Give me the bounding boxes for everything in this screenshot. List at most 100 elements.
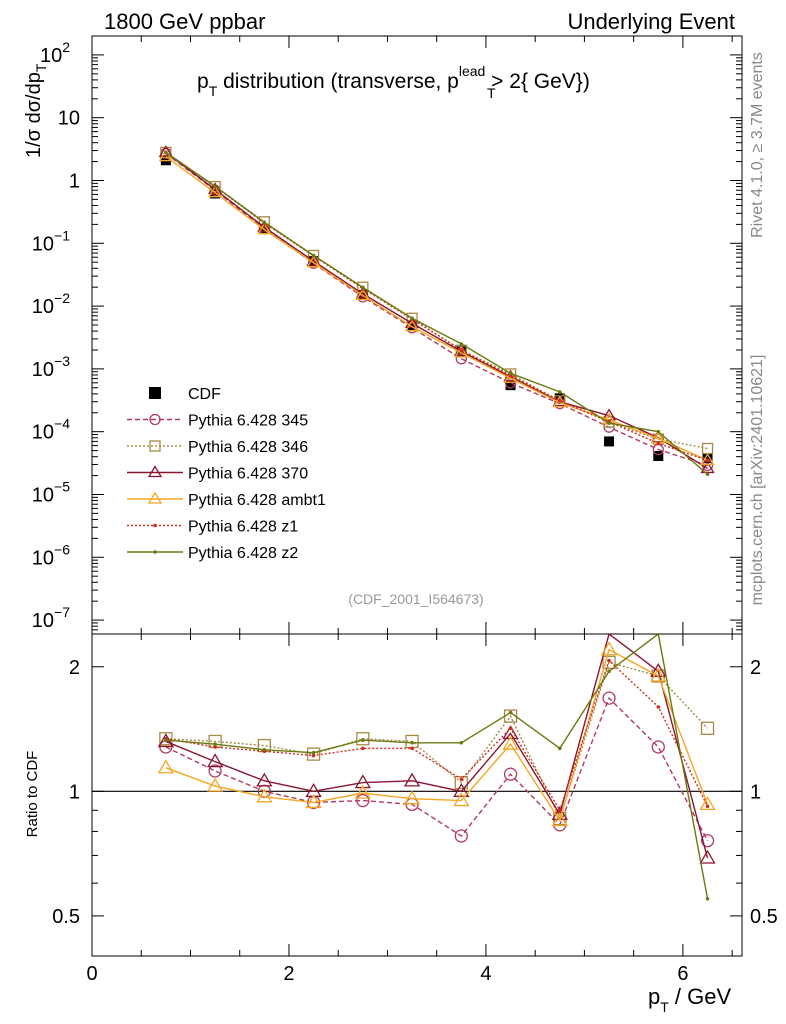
xlabel-rest: / GeV xyxy=(669,984,732,1009)
legend-entry: Pythia 6.428 z1 xyxy=(127,519,298,536)
legend-label: Pythia 6.428 346 xyxy=(188,439,308,456)
ratio-pythia-6.428-ambt1 xyxy=(157,641,716,827)
marker-dot xyxy=(164,738,168,742)
marker-dot xyxy=(656,441,661,446)
y-tick-label: 10−5 xyxy=(32,478,70,506)
marker-triangle xyxy=(207,185,223,198)
marker-dot xyxy=(153,523,157,528)
marker-triangle xyxy=(403,790,421,805)
analysis-id: (CDF_2001_I564673) xyxy=(348,591,483,607)
marker-dot xyxy=(607,421,611,425)
marker-triangle xyxy=(257,219,272,232)
marker-circle xyxy=(208,764,222,778)
marker-dot xyxy=(311,253,316,258)
y-tick-label-exp: −4 xyxy=(54,416,70,432)
marker-data xyxy=(653,450,664,461)
marker-dot xyxy=(459,342,464,346)
header-right: Underlying Event xyxy=(567,9,735,34)
title-sub1: T xyxy=(209,83,218,99)
marker-dot xyxy=(705,472,710,477)
marker-dot xyxy=(311,753,316,758)
ratio-y-tick-label-right: 0.5 xyxy=(750,906,778,928)
y-tick-label-base: 10 xyxy=(32,547,54,569)
marker-triangle xyxy=(699,796,716,811)
marker-triangle xyxy=(454,345,469,358)
ratio-y-tick-label-left: 2 xyxy=(69,657,80,679)
y-tick-label: 1 xyxy=(69,170,80,192)
marker-triangle xyxy=(650,667,667,682)
legend-label: Pythia 6.428 z2 xyxy=(188,545,298,562)
y-tick-label-base: 10 xyxy=(40,45,62,67)
marker-triangle xyxy=(147,465,163,478)
ratio-frame xyxy=(91,633,743,957)
marker-triangle xyxy=(600,641,618,656)
legend-label: Pythia 6.428 ambt1 xyxy=(188,492,326,509)
ratio-axes: 0.5 0.5 1 1 2 2 0 2 4 6 xyxy=(52,634,778,985)
legend-label: CDF xyxy=(188,386,221,403)
marker-triangle xyxy=(355,288,370,301)
marker-dot xyxy=(213,745,217,749)
y-tick-label-base: 10 xyxy=(32,233,54,255)
marker-circle xyxy=(503,767,518,781)
x-tick-label: 2 xyxy=(283,963,294,985)
marker-triangle xyxy=(306,255,321,268)
legend-label: Pythia 6.428 370 xyxy=(188,466,308,483)
marker-dot xyxy=(656,429,661,434)
marker-dot xyxy=(459,777,464,781)
series-pythia-6.428-346 xyxy=(160,146,714,455)
marker-triangle xyxy=(256,788,273,803)
marker-dot xyxy=(459,741,464,745)
mcplots-label: mcplots.cern.ch [arXiv:2401.10621] xyxy=(749,355,766,606)
main-ylabel: 1/σ dσ/dpT xyxy=(23,63,49,158)
marker-dot xyxy=(410,316,414,321)
marker-circle xyxy=(651,740,665,754)
legend-entry: Pythia 6.428 370 xyxy=(127,465,308,483)
ratio-ylabel: Ratio to CDF xyxy=(24,751,41,838)
legend-entry: Pythia 6.428 ambt1 xyxy=(127,491,326,509)
marker-triangle xyxy=(700,453,715,465)
legend-label: Pythia 6.428 345 xyxy=(188,413,308,430)
ratio-series xyxy=(157,632,716,901)
y-tick-label-base: 10 xyxy=(32,422,54,444)
marker-square xyxy=(159,732,173,746)
y-tick-label: 10−3 xyxy=(32,353,70,381)
y-tick-label-exp: −7 xyxy=(54,604,70,620)
marker-circle xyxy=(455,353,467,365)
xlabel-sub: T xyxy=(660,999,669,1015)
marker-square xyxy=(149,440,161,452)
title-mid: distribution (transverse, p xyxy=(217,70,459,93)
marker-triangle xyxy=(699,849,716,864)
series-line xyxy=(165,151,708,475)
legend-entry: Pythia 6.428 z2 xyxy=(127,545,298,562)
ratio-pythia-6.428-346 xyxy=(159,655,715,826)
series-pythia-6.428-z2 xyxy=(164,150,710,477)
y-tick-label-exp: −1 xyxy=(54,227,70,243)
marker-square xyxy=(209,180,221,193)
marker-dot xyxy=(361,738,365,742)
y-tick-label: 102 xyxy=(40,39,70,67)
marker-triangle xyxy=(158,149,174,162)
marker-dot xyxy=(705,804,710,809)
y-tick-label: 10−1 xyxy=(32,227,70,255)
legend-entry: Pythia 6.428 345 xyxy=(127,413,308,430)
ratio-pythia-6.428-z2 xyxy=(164,632,710,901)
marker-dot xyxy=(508,726,513,731)
ratio-line xyxy=(165,661,709,821)
y-tick-label-exp: −3 xyxy=(54,353,70,369)
y-tick-label-base: 10 xyxy=(32,484,54,506)
ratio-line xyxy=(165,632,709,859)
marker-dot xyxy=(705,458,710,463)
marker-dot xyxy=(459,348,464,352)
ratio-line xyxy=(165,659,709,812)
x-tick-label: 4 xyxy=(480,963,491,985)
marker-triangle xyxy=(354,774,371,789)
marker-circle xyxy=(700,834,715,848)
marker-dot xyxy=(558,746,562,751)
title-end: > 2{ GeV}) xyxy=(485,70,590,93)
main-ylabel-sub: T xyxy=(33,63,49,72)
y-tick-label-exp: −6 xyxy=(54,541,70,557)
marker-square xyxy=(357,281,369,293)
marker-triangle xyxy=(404,319,420,332)
ratio-line xyxy=(165,648,709,823)
